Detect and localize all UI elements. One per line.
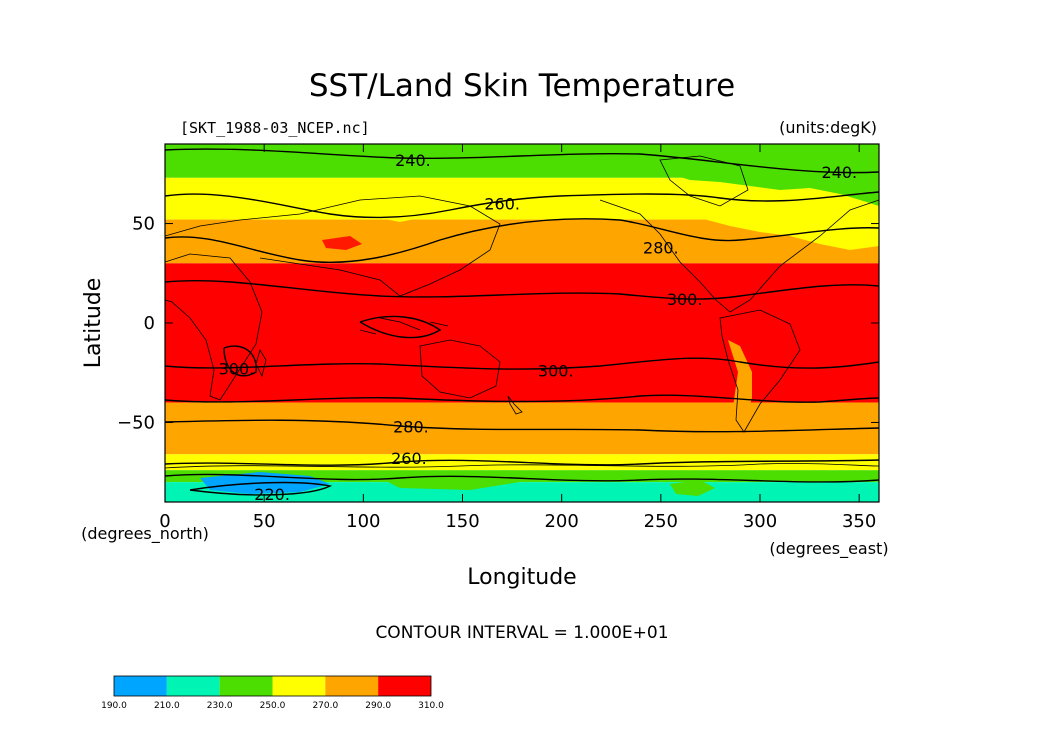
x-axis-units: (degrees_east) <box>769 539 888 559</box>
contour-300-tropical <box>165 357 879 370</box>
contour-240-south <box>165 473 879 483</box>
contour-interval-label: CONTOUR INTERVAL = 1.000E+01 <box>375 623 668 643</box>
contour-300-indo-pacific-loop <box>359 315 442 339</box>
x-tick-label-250: 250 <box>644 511 678 532</box>
contour-lines <box>165 148 879 496</box>
colorbar-swatch-4 <box>325 676 379 696</box>
colorbar-swatch-3 <box>272 676 326 696</box>
x-tick-label-300: 300 <box>743 511 777 532</box>
contour-label-9: 220. <box>254 485 290 504</box>
colorbar-label-1: 210.0 <box>154 701 180 711</box>
y-tick-label-0: 0 <box>144 313 155 334</box>
antarctic-warm-island <box>670 480 715 496</box>
colorbar-label-5: 290.0 <box>365 701 391 711</box>
colorbar-swatch-2 <box>219 676 273 696</box>
colorbar-swatch-0 <box>114 676 167 696</box>
coastline-antarctica <box>165 463 879 469</box>
colorbar-swatch-1 <box>166 676 220 696</box>
colorbar-label-6: 310.0 <box>418 701 444 711</box>
contour-300-south <box>165 394 879 403</box>
plot-area <box>165 144 879 502</box>
coastline-eurasia <box>165 195 501 297</box>
y-axis-ticks: 50 0 −50 <box>117 214 879 433</box>
contour-label-6: 300. <box>538 362 574 381</box>
chart-title: SST/Land Skin Temperature <box>309 68 735 104</box>
temperature-band-4 <box>165 402 879 455</box>
x-axis-label: Longitude <box>467 565 576 590</box>
y-axis-label: Latitude <box>81 278 106 369</box>
colorbar-label-4: 270.0 <box>312 701 338 711</box>
contour-240-north <box>165 148 879 174</box>
contour-220-south <box>189 481 333 496</box>
x-tick-label-100: 100 <box>346 511 380 532</box>
temperature-bands <box>165 144 879 502</box>
x-tick-label-200: 200 <box>544 511 578 532</box>
contour-280-north <box>165 218 879 263</box>
colorbar-frame <box>113 675 432 697</box>
coastline-maritime-continent <box>359 317 449 335</box>
contour-label-0: 240. <box>395 151 431 170</box>
colorbar-label-3: 250.0 <box>260 701 286 711</box>
himalaya-core <box>322 236 362 250</box>
contour-300-india-loop <box>223 345 257 377</box>
colorbar-label-2: 230.0 <box>207 701 233 711</box>
file-label: [SKT_1988-03_NCEP.nc] <box>180 119 370 137</box>
contour-label-2: 260. <box>484 195 520 214</box>
temperature-band-6 <box>165 470 879 483</box>
colorbar-swatch-5 <box>378 676 431 696</box>
contour-labels: 240. 240. 260. 280. 300. 300. 300. 280. 260. 220. <box>219 151 858 504</box>
coastline-africa <box>165 253 263 401</box>
y-tick-label-50: 50 <box>132 214 155 235</box>
x-axis-ticks: 0 50 100 150 200 250 300 350 <box>159 144 876 532</box>
y-tick-label--50: −50 <box>117 412 155 433</box>
contour-label-4: 300. <box>667 290 703 309</box>
coastline-madagascar <box>255 349 267 378</box>
x-tick-label-50: 50 <box>253 511 276 532</box>
north-america-cool-band <box>700 196 879 250</box>
coastline-south-america <box>719 309 801 433</box>
contour-260-north <box>165 191 879 219</box>
coastlines <box>165 155 879 469</box>
coastline-new-zealand <box>507 395 523 415</box>
contour-label-7: 280. <box>393 417 429 436</box>
x-tick-label-350: 350 <box>842 511 876 532</box>
x-tick-label-0: 0 <box>159 511 170 532</box>
contour-label-5: 300. <box>219 360 255 379</box>
colorbar-label-0: 190.0 <box>101 701 127 711</box>
contour-260-south <box>165 459 879 466</box>
north-america-cold-patch <box>665 144 879 206</box>
contour-label-8: 260. <box>391 449 427 468</box>
contour-300-north <box>165 279 879 300</box>
contour-label-3: 280. <box>643 238 679 257</box>
x-tick-label-150: 150 <box>445 511 479 532</box>
units-label: (units:degK) <box>779 118 877 137</box>
coastline-north-america <box>599 199 879 313</box>
contour-label-1: 240. <box>822 163 858 182</box>
colorbar: 190.0 210.0 230.0 250.0 270.0 290.0 310.0 <box>101 675 444 711</box>
contour-280-south <box>165 419 879 433</box>
y-axis-units: (degrees_north) <box>81 524 209 544</box>
coastline-australia <box>419 339 501 399</box>
antarctic-green-blob <box>380 476 520 490</box>
coastline-greenland <box>659 155 749 207</box>
temperature-band-3 <box>165 263 879 403</box>
